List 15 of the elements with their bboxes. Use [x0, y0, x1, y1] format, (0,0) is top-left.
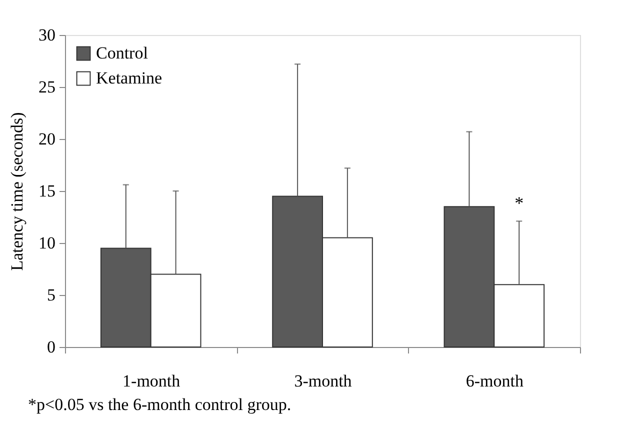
y-tick-label: 20	[38, 130, 56, 148]
y-axis-title: Latency time (seconds)	[8, 112, 26, 271]
text: *p<0.05 vs the 6-month control group.	[28, 395, 292, 414]
y-tick-label: 10	[38, 234, 56, 252]
y-tick-label: 0	[47, 338, 56, 356]
x-tick-label: 3-month	[294, 372, 352, 390]
y-tick-label: 25	[38, 78, 56, 96]
x-tick-label: 1-month	[122, 372, 181, 390]
legend-label: Ketamine	[96, 68, 162, 88]
annotation: *	[514, 193, 524, 214]
x-tick-label: 6-month	[466, 372, 524, 390]
legend-label: Control	[96, 44, 148, 62]
y-tick-label: 5	[47, 286, 56, 304]
y-tick-label: 30	[38, 26, 56, 44]
y-tick-label: 15	[38, 182, 56, 200]
